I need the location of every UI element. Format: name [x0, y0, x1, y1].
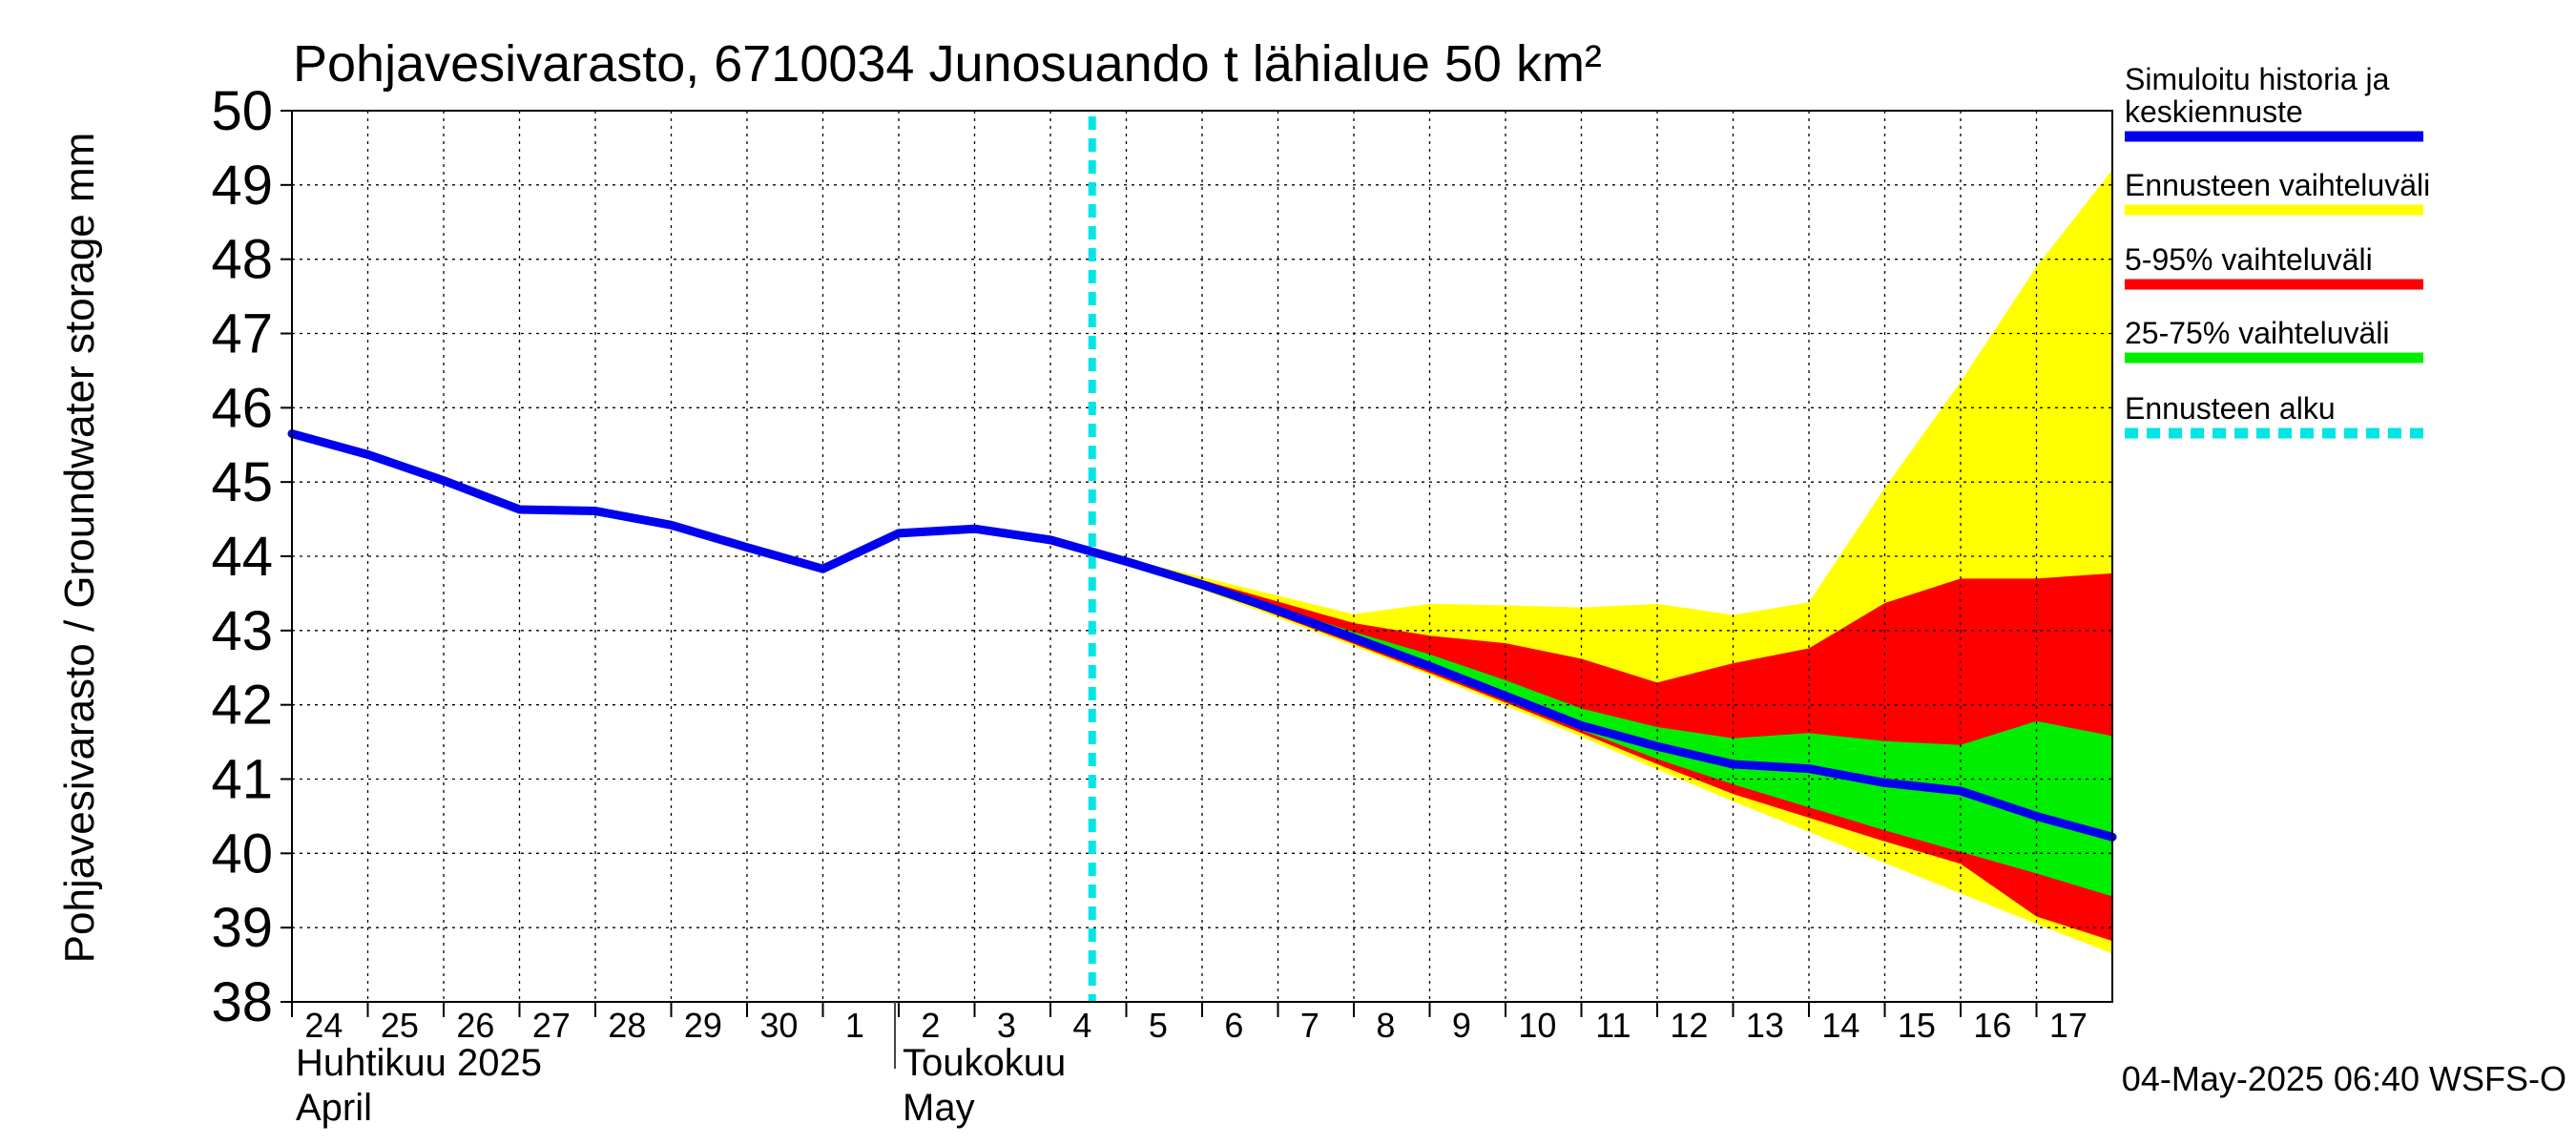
- y-tick-label-0: 38: [211, 971, 273, 1033]
- x-tick-label-1: 25: [381, 1006, 419, 1045]
- y-tick-label-12: 50: [211, 80, 273, 142]
- x-tick-label-4: 28: [608, 1006, 646, 1045]
- legend-label-2-0: 5-95% vaihteluväli: [2125, 242, 2373, 277]
- x-tick-label-16: 10: [1518, 1006, 1556, 1045]
- legend-label-0-1: keskiennuste: [2125, 94, 2303, 129]
- band-3: [1050, 539, 2112, 897]
- grid-lines: [292, 111, 2112, 1002]
- x-tick-label-21: 15: [1898, 1006, 1936, 1045]
- y-tick-label-9: 47: [211, 303, 273, 365]
- x-tick-label-2: 26: [456, 1006, 494, 1045]
- chart-title: Pohjavesivarasto, 6710034 Junosuando t l…: [293, 35, 1602, 93]
- x-tick-label-19: 13: [1746, 1006, 1784, 1045]
- y-tick-label-6: 44: [211, 526, 273, 588]
- y-tick-label-4: 42: [211, 675, 273, 737]
- x-tick-label-9: 3: [997, 1006, 1016, 1045]
- x-tick-label-18: 12: [1670, 1006, 1708, 1045]
- month-label-fi-1: Toukokuu: [903, 1042, 1066, 1084]
- y-tick-label-8: 46: [211, 377, 273, 439]
- timestamp: 04-May-2025 06:40 WSFS-O: [2122, 1059, 2566, 1098]
- x-tick-label-0: 24: [304, 1006, 343, 1045]
- x-tick-label-6: 30: [759, 1006, 798, 1045]
- x-tick-label-13: 7: [1300, 1006, 1319, 1045]
- month-label-en-1: May: [903, 1087, 975, 1129]
- x-tick-label-15: 9: [1452, 1006, 1471, 1045]
- legend-label-4-0: Ennusteen alku: [2125, 391, 2336, 426]
- month-label-fi-0: Huhtikuu 2025: [296, 1042, 542, 1084]
- x-tick-label-10: 4: [1072, 1006, 1091, 1045]
- x-tick-label-20: 14: [1821, 1006, 1859, 1045]
- y-axis-ticks: 38 39 40 41 42 43 44 45 46 47 48 49 50: [211, 80, 292, 1033]
- month-label-en-0: April: [296, 1087, 372, 1129]
- y-tick-label-11: 49: [211, 155, 273, 217]
- band-2: [1050, 539, 2112, 942]
- y-tick-label-1: 39: [211, 897, 273, 959]
- x-axis-ticks: 24 25 26 27 28 29 30 1 2 3 4 5 6 7 8 9 10 11 12 13 14 15 16 17: [291, 1002, 2088, 1045]
- x-tick-label-8: 2: [921, 1006, 940, 1045]
- y-tick-label-5: 43: [211, 600, 273, 662]
- y-tick-label-10: 48: [211, 229, 273, 291]
- plot-area: [287, 110, 2117, 1003]
- x-tick-label-7: 1: [845, 1006, 864, 1045]
- legend-label-0-0: Simuloitu historia ja: [2125, 62, 2390, 96]
- x-tick-label-3: 27: [532, 1006, 571, 1045]
- y-tick-label-3: 41: [211, 749, 273, 811]
- x-tick-label-11: 5: [1149, 1006, 1168, 1045]
- x-tick-label-22: 16: [1973, 1006, 2011, 1045]
- series-lines: [287, 429, 2117, 842]
- x-tick-label-23: 17: [2049, 1006, 2088, 1045]
- forecast-bands: [1050, 170, 2112, 954]
- x-tick-label-12: 6: [1224, 1006, 1243, 1045]
- y-tick-label-7: 45: [211, 451, 273, 513]
- legend-label-1-0: Ennusteen vaihteluväli: [2125, 168, 2430, 202]
- x-tick-label-17: 11: [1595, 1006, 1631, 1045]
- x-tick-label-5: 29: [684, 1006, 722, 1045]
- series-line-history-mean: [287, 429, 2117, 842]
- x-tick-label-14: 8: [1376, 1006, 1395, 1045]
- y-tick-label-2: 40: [211, 822, 273, 885]
- legend-label-3-0: 25-75% vaihteluväli: [2125, 316, 2390, 350]
- y-axis-label: Pohjavesivarasto / Groundwater storage m…: [56, 133, 103, 964]
